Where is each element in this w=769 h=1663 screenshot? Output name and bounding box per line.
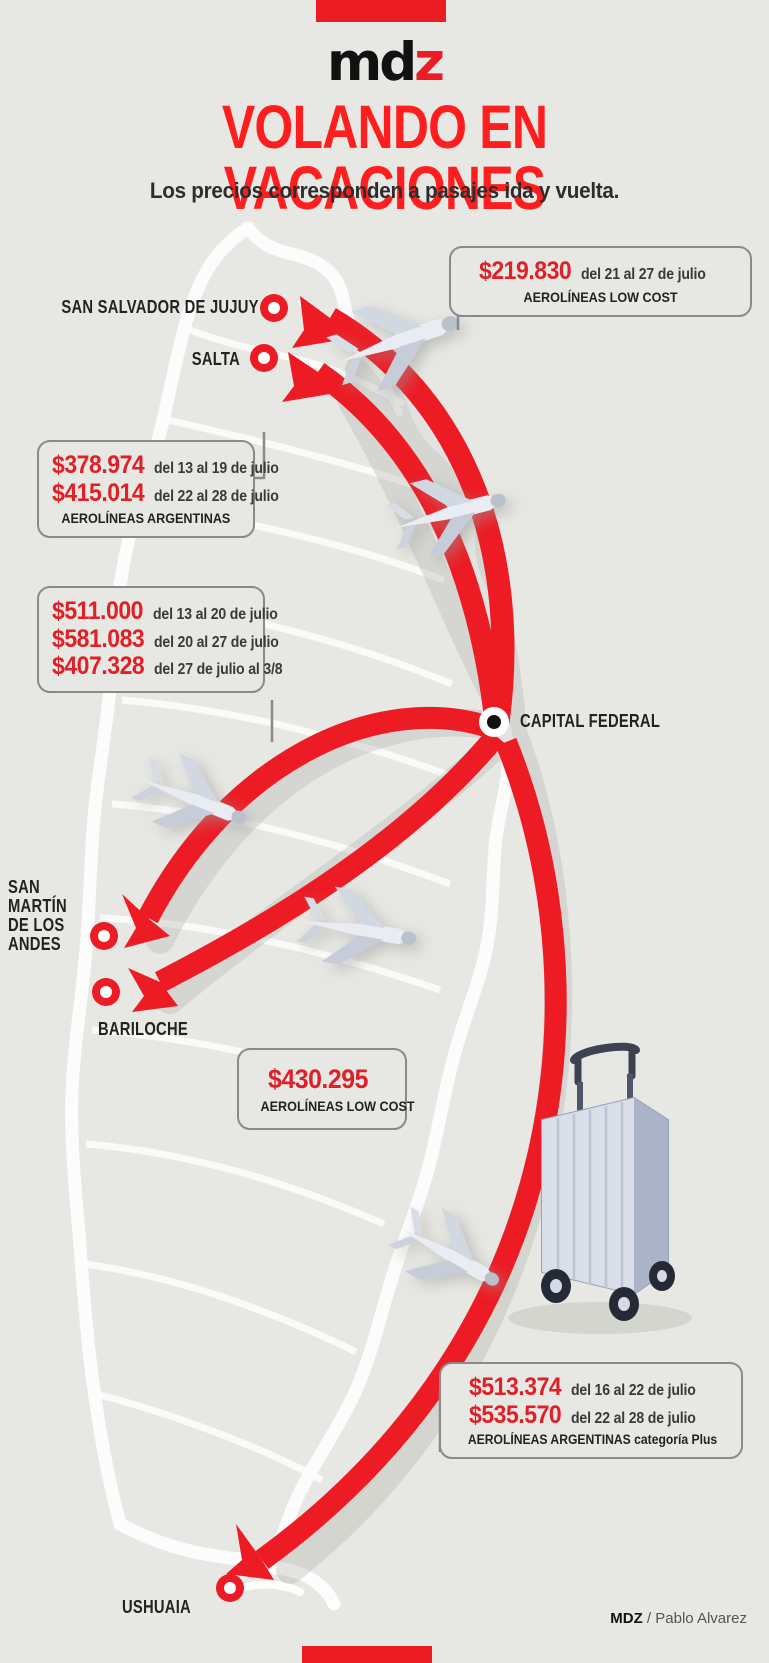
city-label-ushuaia: USHUAIA [122,1597,191,1617]
price-range: del 16 al 22 de julio [571,1382,696,1399]
marker-jujuy [260,294,288,322]
price-range: del 21 al 27 de julio [580,266,706,283]
top-red-bar [316,0,446,22]
price-row: $378.974 del 13 al 19 de julio [52,451,279,479]
price-amount: $513.374 [469,1373,562,1401]
price-amount: $430.295 [267,1064,368,1094]
logo-text-black: md [326,32,417,93]
price-row: $407.328 del 27 de julio al 3/8 [52,652,283,680]
page-title: VOLANDO EN VACACIONES [221,93,548,222]
price-amount: $415.014 [52,478,145,507]
route-capital-sanmartin [138,706,496,924]
price-row: $430.295 [252,1065,392,1094]
airline-name: AEROLÍNEAS LOW COST [260,1097,415,1114]
price-row: $535.570 del 22 al 28 de julio [454,1400,728,1429]
footer-credit: MDZ / Pablo Alvarez [610,1610,747,1627]
airline-name: AEROLÍNEAS ARGENTINAS categoría Plus [467,1432,718,1447]
suitcase-illustration [508,1042,692,1334]
price-amount: $581.083 [52,624,145,653]
route-capital-salta [311,362,507,728]
price-row: $511.000 del 13 al 20 de julio [52,597,278,625]
price-amount: $511.000 [52,597,143,625]
route-capital-ushuaia [255,737,567,1569]
city-label-salta: SALTA [191,349,240,369]
logo-text-red: z [414,32,445,93]
price-amount: $407.328 [52,652,145,680]
route-arrowheads [122,296,340,1580]
callout-ushuaia[interactable]: $513.374 del 16 al 22 de julio $535.570 de… [439,1362,743,1459]
price-row: $513.374 del 16 al 22 de julio [454,1374,728,1401]
flight-routes [138,308,567,1569]
price-amount: $535.570 [469,1400,562,1429]
airplane-icons [131,305,506,1286]
price-amount: $378.974 [52,451,145,479]
callout-bariloche[interactable]: $430.295 AEROLÍNEAS LOW COST [237,1048,415,1130]
price-range: del 20 al 27 de julio [154,633,279,651]
marker-bariloche [92,978,120,1006]
price-range: del 27 de julio al 3/8 [154,661,283,678]
footer-author: Pablo Alvarez [655,1610,747,1627]
city-markers [90,294,509,1602]
marker-capital [479,707,509,737]
price-range: del 13 al 19 de julio [154,460,279,477]
page-subtitle: Los precios corresponden a pasajes ida y… [149,178,620,203]
footer-source: MDZ [610,1610,643,1627]
price-row: $219.830 del 21 al 27 de julio [464,258,737,285]
callout-salta[interactable]: $378.974 del 13 al 19 de julio $415.014 de… [37,440,279,538]
mdz-logo: mdz [0,36,769,89]
price-range: del 13 al 20 de julio [152,606,278,623]
price-range: del 22 al 28 de julio [571,1409,696,1427]
marker-sanmartin [90,922,118,950]
marker-salta [250,344,278,372]
price-amount: $219.830 [478,257,572,285]
callout-sanmartin[interactable]: $511.000 del 13 al 20 de julio $581.083 de… [37,586,283,693]
marker-ushuaia [216,1574,244,1602]
footer-separator: / [642,1610,656,1627]
city-label-jujuy: SAN SALVADOR DE JUJUY [61,297,259,317]
price-row: $415.014 del 22 al 28 de julio [52,478,279,507]
airline-name: AEROLÍNEAS ARGENTINAS [61,510,231,526]
city-label-sanmartin: SAN MARTÍN DE LOS ANDES [8,877,67,955]
price-range: del 22 al 28 de julio [154,487,279,505]
callout-jujuy[interactable]: $219.830 del 21 al 27 de julio AEROLÍNEAS… [449,246,752,317]
price-row: $581.083 del 20 al 27 de julio [52,624,279,653]
city-label-bariloche: BARILOCHE [98,1019,188,1039]
airline-name: AEROLÍNEAS LOW COST [523,288,678,305]
city-label-capital: CAPITAL FEDERAL [520,711,661,731]
route-capital-bariloche [154,728,505,992]
route-capital-jujuy [324,308,515,724]
bottom-red-bar [302,1646,432,1663]
